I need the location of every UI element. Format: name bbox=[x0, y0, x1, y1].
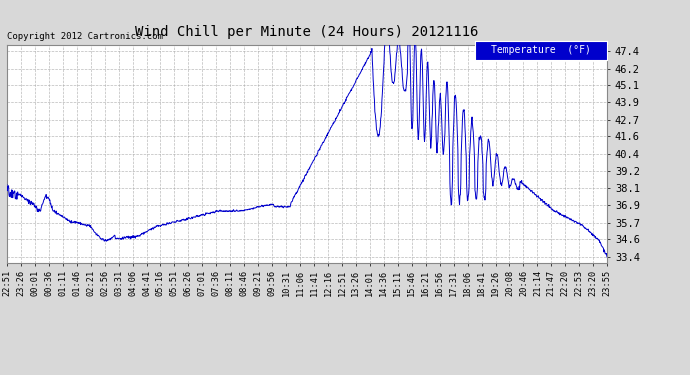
Text: Copyright 2012 Cartronics.com: Copyright 2012 Cartronics.com bbox=[7, 32, 163, 40]
Title: Wind Chill per Minute (24 Hours) 20121116: Wind Chill per Minute (24 Hours) 2012111… bbox=[135, 26, 479, 39]
